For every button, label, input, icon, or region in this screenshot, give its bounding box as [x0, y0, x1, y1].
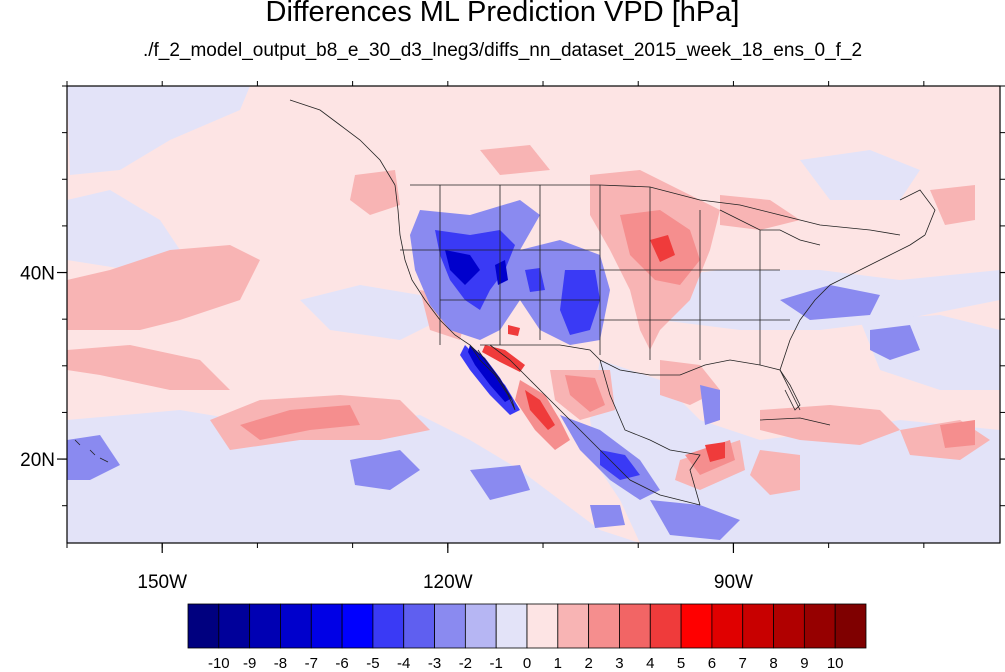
colorbar: -10 -9 -8 -7 -6 -5 -4 -3 -2 -1 0 1 2 3 4 5 6 7 8 9 10	[187, 603, 867, 672]
colorbar-label: 0	[523, 655, 531, 672]
colorbar-swatch	[249, 603, 281, 649]
lon-tick-label: 150W	[137, 572, 187, 593]
colorbar-swatch	[557, 603, 590, 649]
coastlines-and-borders	[74, 99, 936, 506]
colorbar-label: 4	[646, 655, 654, 672]
contour-level-minus1	[67, 86, 1000, 543]
colorbar-swatch	[341, 603, 374, 649]
colorbar-swatch	[403, 603, 435, 649]
colorbar-label: -9	[243, 655, 256, 672]
colorbar-swatch	[218, 603, 251, 649]
contour-level-minus7	[445, 250, 512, 402]
colorbar-swatch	[280, 603, 312, 649]
colorbar-swatch	[495, 603, 528, 649]
contour-level-plus5	[482, 235, 725, 462]
vpd-difference-field	[67, 86, 1000, 543]
colorbar-label: -1	[490, 655, 503, 672]
colorbar-label: -10	[208, 655, 230, 672]
colorbar-label: 2	[584, 655, 592, 672]
colorbar-swatch	[834, 603, 867, 649]
colorbar-swatch	[187, 603, 220, 649]
map-axes: 150W 120W 90W 40N 20N	[20, 81, 1005, 593]
colorbar-label: 10	[827, 655, 844, 672]
map-frame	[66, 85, 1001, 544]
colorbar-swatch	[803, 603, 836, 649]
colorbar-label: -2	[459, 655, 472, 672]
lat-tick-label: 20N	[20, 450, 55, 471]
colorbar-label: 6	[708, 655, 716, 672]
colorbar-label: -4	[397, 655, 410, 672]
colorbar-swatch	[773, 603, 805, 649]
colorbar-label: 5	[677, 655, 685, 672]
colorbar-label: -8	[274, 655, 287, 672]
colorbar-swatch	[310, 603, 343, 649]
colorbar-label: -3	[428, 655, 441, 672]
lon-tick-label: 120W	[423, 572, 473, 593]
lon-tick-label: 90W	[714, 572, 753, 593]
colorbar-swatch	[434, 603, 466, 649]
colorbar-swatch	[619, 603, 651, 649]
colorbar-label: 9	[800, 655, 808, 672]
colorbar-label: -7	[305, 655, 318, 672]
chart-subtitle: ./f_2_model_output_b8_e_30_d3_lneg3/diff…	[142, 40, 863, 61]
colorbar-label: 1	[554, 655, 562, 672]
colorbar-label: -6	[335, 655, 348, 672]
colorbar-label: -5	[366, 655, 379, 672]
lat-tick-label: 40N	[20, 264, 55, 285]
colorbar-swatch	[711, 603, 744, 649]
colorbar-swatch	[526, 603, 559, 649]
colorbar-label: 3	[615, 655, 623, 672]
chart-title: Differences ML Prediction VPD [hPa]	[265, 0, 740, 28]
colorbar-label: 7	[739, 655, 747, 672]
colorbar-swatch	[588, 603, 620, 649]
colorbar-swatch	[649, 603, 682, 649]
colorbar-swatch	[464, 603, 497, 649]
colorbar-swatch	[372, 603, 405, 649]
colorbar-label: 8	[769, 655, 777, 672]
colorbar-swatch	[742, 603, 774, 649]
colorbar-swatch	[680, 603, 713, 649]
